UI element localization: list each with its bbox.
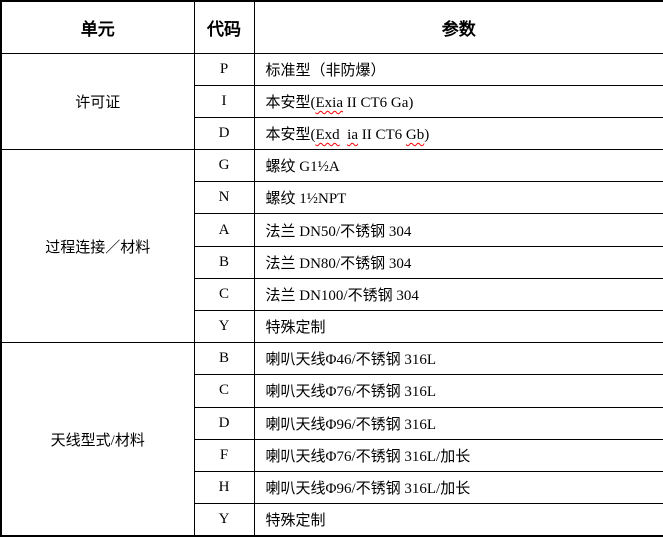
param-text: 特殊定制 (265, 513, 326, 530)
param-cell: 法兰 DN50/不锈钢 304 (253, 213, 663, 247)
misspelled-word: ia (347, 126, 358, 143)
code-cell: D (193, 116, 255, 151)
code-cell: N (193, 181, 255, 215)
table-row: Y 特殊定制 (1, 309, 663, 344)
param-text: 喇叭天线Φ96/不锈钢 316L (265, 416, 437, 433)
param-cell: 本安型(Exia II CT6 Ga) (253, 84, 663, 118)
code-cell: H (193, 470, 255, 505)
misspelled-word: Gb (405, 126, 425, 143)
param-text: 喇叭天线Φ76/不锈钢 316L (265, 384, 437, 401)
unit-cell: 天线型式/材料 (0, 342, 195, 537)
code-cell: C (193, 277, 255, 312)
code-cell: B (193, 342, 255, 376)
code-cell: Y (193, 503, 255, 537)
misspelled-word: Exia (315, 94, 344, 111)
header-unit: 单元 (0, 0, 195, 54)
table-row: C 法兰 DN100/不锈钢 304 (1, 277, 663, 312)
code-cell: F (193, 438, 255, 472)
table-row: B 法兰 DN80/不锈钢 304 (1, 245, 663, 279)
table-row: D 喇叭天线Φ96/不锈钢 316L (1, 406, 663, 440)
param-text: 本安型( (265, 94, 316, 111)
param-cell: 特殊定制 (253, 503, 663, 537)
param-text: 法兰 DN100/不锈钢 304 (265, 287, 419, 304)
param-cell: 喇叭天线Φ96/不锈钢 316L (253, 406, 663, 440)
code-cell: C (193, 374, 255, 408)
code-cell: I (193, 84, 255, 118)
param-text: 喇叭天线Φ76/不锈钢 316L/加长 (265, 448, 471, 465)
param-text: 特殊定制 (265, 320, 326, 337)
param-cell: 螺纹 1½NPT (253, 181, 663, 215)
code-cell: P (193, 52, 255, 86)
param-text: 本安型( (265, 126, 316, 143)
param-text: 喇叭天线Φ96/不锈钢 316L/加长 (265, 481, 471, 498)
param-text: 标准型（非防爆） (265, 62, 386, 79)
param-cell: 喇叭天线Φ76/不锈钢 316L/加长 (253, 438, 663, 472)
param-cell: 本安型(Exd ia II CT6 Gb) (253, 116, 663, 151)
code-cell: B (193, 245, 255, 279)
param-text: 法兰 DN50/不锈钢 304 (265, 223, 412, 240)
param-text: ) (424, 126, 430, 143)
param-cell: 法兰 DN100/不锈钢 304 (253, 277, 663, 312)
header-param: 参数 (253, 0, 663, 54)
param-text: 喇叭天线Φ46/不锈钢 316L (265, 352, 437, 369)
code-cell: A (193, 213, 255, 247)
table-row: Y 特殊定制 (1, 503, 663, 537)
param-cell: 螺纹 G1½A (253, 149, 663, 183)
param-text: 螺纹 G1½A (265, 159, 340, 176)
header-code: 代码 (193, 0, 255, 54)
param-cell: 标准型（非防爆） (253, 52, 663, 86)
table-row: F 喇叭天线Φ76/不锈钢 316L/加长 (1, 438, 663, 472)
table-row: 过程连接／材料 G 螺纹 G1½A (0, 149, 663, 344)
table-row: 天线型式/材料 B 喇叭天线Φ46/不锈钢 316L (0, 342, 663, 537)
table-row: H 喇叭天线Φ96/不锈钢 316L/加长 (1, 470, 663, 505)
table-body: 许可证 P 标准型（非防爆） I 本安型(Exia II CT6 Ga) D 本安型(Exd… (0, 52, 663, 537)
header-row: 单元 代码 参数 (0, 0, 663, 54)
code-cell: D (193, 406, 255, 440)
table-row: N 螺纹 1½NPT (1, 181, 663, 215)
table-row: 许可证 P 标准型（非防爆） (0, 52, 663, 151)
unit-cell: 过程连接／材料 (0, 149, 195, 344)
param-text: 螺纹 1½NPT (265, 191, 347, 208)
table-row: D 本安型(Exd ia II CT6 Gb) (1, 116, 663, 151)
code-cell: G (193, 149, 255, 183)
param-text: II CT6 (358, 126, 406, 143)
misspelled-word: Exd (315, 126, 340, 143)
param-cell: 喇叭天线Φ96/不锈钢 316L/加长 (253, 470, 663, 505)
param-cell: 喇叭天线Φ46/不锈钢 316L (253, 342, 663, 376)
unit-cell: 许可证 (0, 52, 195, 151)
code-cell: Y (193, 309, 255, 344)
param-cell: 法兰 DN80/不锈钢 304 (253, 245, 663, 279)
param-cell: 特殊定制 (253, 309, 663, 344)
param-text: 法兰 DN80/不锈钢 304 (265, 255, 412, 272)
param-text: II CT6 Ga) (343, 94, 414, 111)
param-cell: 喇叭天线Φ76/不锈钢 316L (253, 374, 663, 408)
